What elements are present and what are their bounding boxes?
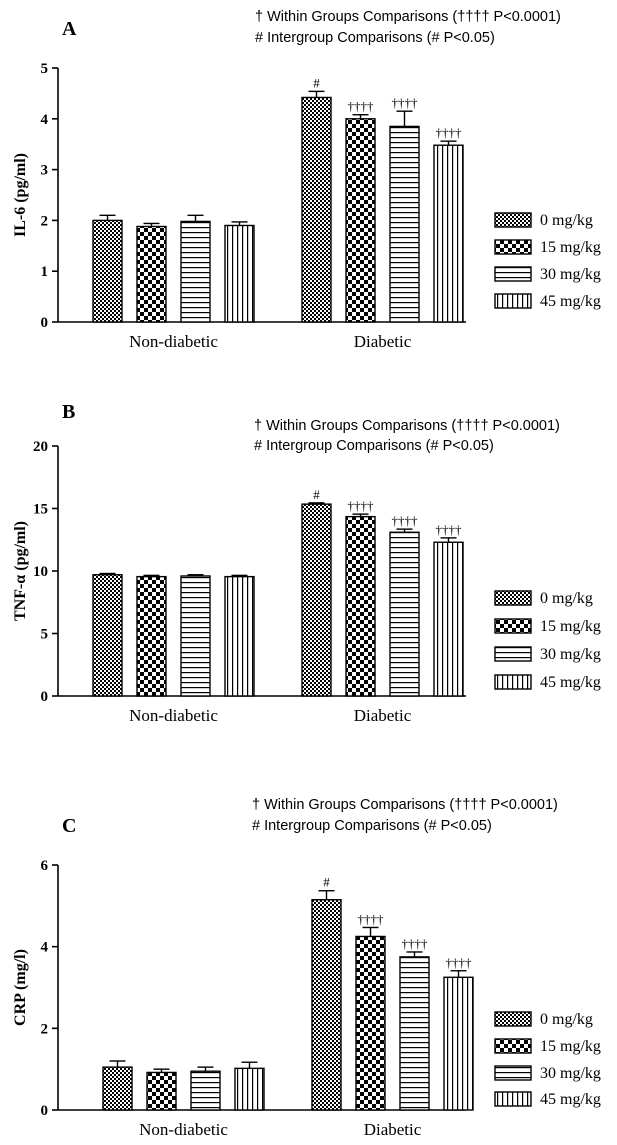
bar-diabetic-0mg-kg xyxy=(311,899,342,1111)
significance-note: † Within Groups Comparisons (†††† P<0.00… xyxy=(252,797,558,813)
significance-marker: # xyxy=(313,75,320,90)
legend-label: 45 mg/kg xyxy=(540,674,601,691)
bar-non-diabetic-30mg-kg xyxy=(180,575,211,697)
legend-label: 15 mg/kg xyxy=(540,1038,601,1055)
bar-diabetic-0mg-kg xyxy=(301,503,332,697)
significance-marker: # xyxy=(313,487,320,502)
legend-swatch xyxy=(494,212,532,228)
bar-diabetic-30mg-kg xyxy=(389,531,420,697)
legend-swatch xyxy=(494,239,532,255)
y-tick-label: 10 xyxy=(33,564,48,580)
panel-label: B xyxy=(62,401,75,423)
legend-swatch xyxy=(494,590,532,606)
bar-diabetic-0mg-kg xyxy=(301,96,332,323)
x-category-label: Non-diabetic xyxy=(129,332,218,351)
chart-panel-b: B † Within Groups Comparisons (†††† P<0.0… xyxy=(12,401,601,725)
y-tick-label: 5 xyxy=(41,61,49,77)
significance-note: † Within Groups Comparisons (†††† P<0.00… xyxy=(254,418,560,434)
bar-non-diabetic-30mg-kg xyxy=(180,220,211,323)
bar-diabetic-30mg-kg xyxy=(399,956,430,1111)
y-tick-label: 20 xyxy=(33,439,48,455)
x-category-label: Diabetic xyxy=(354,332,412,351)
legend-swatch xyxy=(494,1091,532,1107)
bar-non-diabetic-15mg-kg xyxy=(136,225,167,323)
y-tick-label: 5 xyxy=(41,627,49,643)
legend-label: 30 mg/kg xyxy=(540,266,601,283)
y-axis-title: IL-6 (pg/ml) xyxy=(12,153,29,237)
x-category-label: Diabetic xyxy=(364,1120,422,1139)
bar-non-diabetic-45mg-kg xyxy=(224,224,255,323)
y-tick-label: 3 xyxy=(41,163,49,179)
chart-panel-c: C † Within Groups Comparisons (†††† P<0.0… xyxy=(12,797,601,1139)
significance-note: † Within Groups Comparisons (†††† P<0.00… xyxy=(255,9,561,25)
significance-marker: # xyxy=(323,875,330,890)
panel-label: C xyxy=(62,815,76,837)
bar-diabetic-15mg-kg xyxy=(355,935,386,1111)
y-tick-label: 0 xyxy=(41,689,49,705)
significance-marker: †††† xyxy=(436,125,463,140)
y-tick-label: 1 xyxy=(41,264,49,280)
y-tick-label: 0 xyxy=(41,1103,49,1119)
bar-diabetic-30mg-kg xyxy=(389,125,420,323)
significance-marker: †††† xyxy=(392,513,419,528)
bar-non-diabetic-30mg-kg xyxy=(190,1070,221,1111)
significance-marker: †††† xyxy=(358,911,385,926)
significance-marker: †††† xyxy=(402,936,429,951)
y-tick-label: 2 xyxy=(41,1021,49,1037)
bar-diabetic-15mg-kg xyxy=(345,515,376,697)
legend-swatch xyxy=(494,1065,532,1081)
bar-non-diabetic-15mg-kg xyxy=(136,575,167,697)
bar-non-diabetic-0mg-kg xyxy=(102,1066,133,1111)
chart-panel-a: A † Within Groups Comparisons (†††† P<0.0… xyxy=(12,9,601,351)
significance-marker: †††† xyxy=(348,99,375,114)
legend-label: 30 mg/kg xyxy=(540,1065,601,1082)
bar-diabetic-15mg-kg xyxy=(345,118,376,323)
legend-label: 0 mg/kg xyxy=(540,212,593,229)
legend-swatch xyxy=(494,266,532,282)
legend-label: 15 mg/kg xyxy=(540,618,601,635)
legend-swatch xyxy=(494,674,532,690)
y-tick-label: 0 xyxy=(41,315,49,331)
x-category-label: Diabetic xyxy=(354,706,412,725)
legend-label: 0 mg/kg xyxy=(540,590,593,607)
significance-note: # Intergroup Comparisons (# P<0.05) xyxy=(252,818,492,834)
significance-marker: †††† xyxy=(392,95,419,110)
bar-diabetic-45mg-kg xyxy=(443,976,474,1111)
bar-non-diabetic-15mg-kg xyxy=(146,1071,177,1111)
bar-diabetic-45mg-kg xyxy=(433,144,464,323)
legend-swatch xyxy=(494,618,532,634)
bar-diabetic-45mg-kg xyxy=(433,541,464,697)
significance-marker: †††† xyxy=(436,522,463,537)
y-tick-label: 2 xyxy=(41,213,49,229)
bar-non-diabetic-45mg-kg xyxy=(234,1067,265,1111)
legend-label: 15 mg/kg xyxy=(540,239,601,256)
legend-swatch xyxy=(494,1038,532,1054)
legend-label: 0 mg/kg xyxy=(540,1011,593,1028)
bar-non-diabetic-45mg-kg xyxy=(224,575,255,697)
panel-label: A xyxy=(62,18,77,40)
y-tick-label: 4 xyxy=(41,940,49,956)
significance-marker: †††† xyxy=(348,498,375,513)
legend-swatch xyxy=(494,646,532,662)
legend-label: 45 mg/kg xyxy=(540,1091,601,1108)
legend-label: 45 mg/kg xyxy=(540,293,601,310)
legend-label: 30 mg/kg xyxy=(540,646,601,663)
y-tick-label: 6 xyxy=(41,858,49,874)
legend-swatch xyxy=(494,1011,532,1027)
bar-non-diabetic-0mg-kg xyxy=(92,219,123,323)
y-axis-title: CRP (mg/l) xyxy=(12,949,29,1026)
significance-note: # Intergroup Comparisons (# P<0.05) xyxy=(254,438,494,454)
significance-marker: †††† xyxy=(446,955,473,970)
x-category-label: Non-diabetic xyxy=(139,1120,228,1139)
x-category-label: Non-diabetic xyxy=(129,706,218,725)
significance-note: # Intergroup Comparisons (# P<0.05) xyxy=(255,30,495,46)
y-axis-title: TNF-α (pg/ml) xyxy=(12,521,29,621)
y-tick-label: 4 xyxy=(41,112,49,128)
bar-non-diabetic-0mg-kg xyxy=(92,574,123,697)
legend-swatch xyxy=(494,293,532,309)
y-tick-label: 15 xyxy=(33,502,48,518)
